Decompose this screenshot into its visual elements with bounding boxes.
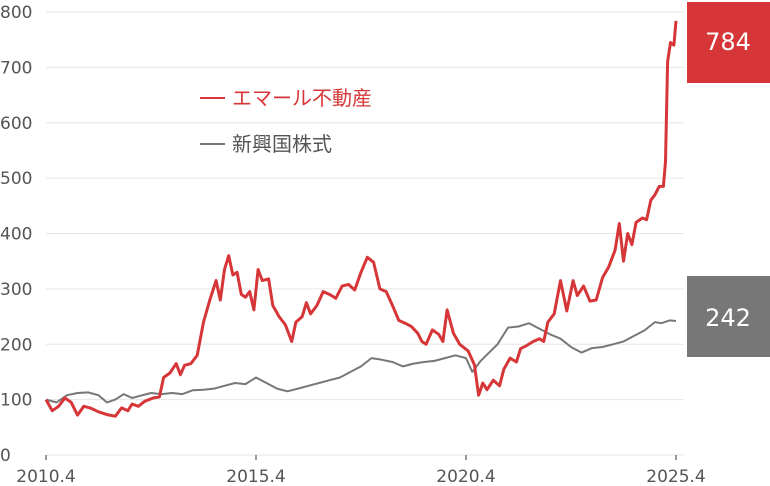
end-label-emaar: 784 xyxy=(687,2,770,83)
y-tick-label: 500 xyxy=(0,169,32,189)
y-tick-labels: 0 100 200 300 400 500 600 700 800 xyxy=(0,3,32,466)
grid-lines xyxy=(46,11,684,456)
end-label-emerging-box xyxy=(687,276,770,357)
end-label-emerging: 242 xyxy=(687,276,770,357)
y-tick-label: 800 xyxy=(0,3,32,23)
y-tick-label: 600 xyxy=(0,114,32,134)
legend: エマール不動産 新興国株式 xyxy=(200,86,372,156)
series-line-emerging xyxy=(45,319,677,404)
end-label-emerging-value: 242 xyxy=(705,304,751,332)
series-lines xyxy=(44,20,678,418)
y-tick-label: 400 xyxy=(0,225,32,245)
x-tick-label: 2025.4 xyxy=(646,467,705,486)
end-label-emaar-value: 784 xyxy=(705,28,751,56)
legend-item-emerging: 新興国株式 xyxy=(200,132,332,156)
y-tick-label: 0 xyxy=(0,446,11,466)
end-label-emaar-box xyxy=(687,2,770,83)
legend-label-emerging: 新興国株式 xyxy=(232,132,332,156)
x-tick-label: 2015.4 xyxy=(226,467,285,486)
y-tick-label: 100 xyxy=(0,391,32,411)
legend-label-emaar: エマール不動産 xyxy=(232,86,372,110)
x-tick-label: 2020.4 xyxy=(436,467,495,486)
series-line-emaar xyxy=(44,20,678,418)
y-tick-label: 300 xyxy=(0,280,32,300)
y-tick-label: 200 xyxy=(0,335,32,355)
legend-item-emaar: エマール不動産 xyxy=(200,86,372,110)
x-tick-label: 2010.4 xyxy=(16,467,75,486)
y-tick-label: 700 xyxy=(0,58,32,78)
x-tick-labels: 2010.4 2015.4 2020.4 2025.4 xyxy=(16,455,706,486)
